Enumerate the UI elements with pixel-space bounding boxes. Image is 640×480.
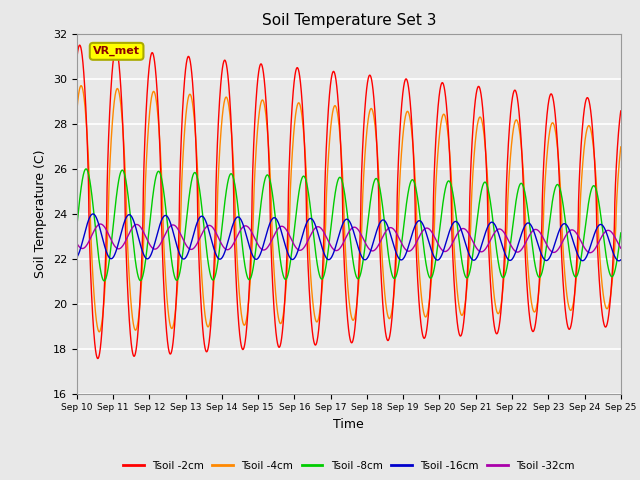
Title: Soil Temperature Set 3: Soil Temperature Set 3 (262, 13, 436, 28)
X-axis label: Time: Time (333, 418, 364, 431)
Legend: Tsoil -2cm, Tsoil -4cm, Tsoil -8cm, Tsoil -16cm, Tsoil -32cm: Tsoil -2cm, Tsoil -4cm, Tsoil -8cm, Tsoi… (119, 456, 579, 475)
Y-axis label: Soil Temperature (C): Soil Temperature (C) (35, 149, 47, 278)
Text: VR_met: VR_met (93, 46, 140, 57)
